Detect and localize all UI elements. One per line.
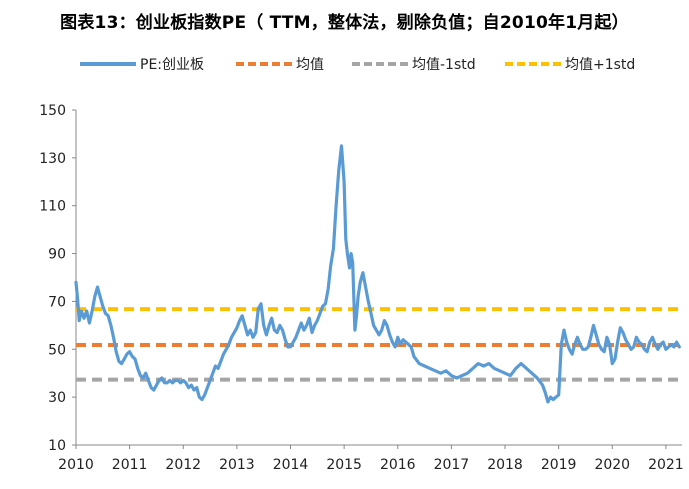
y-tick-label: 110 <box>39 199 66 215</box>
legend-swatch-pe <box>80 62 136 66</box>
legend-item-mean-minus: 均值-1std <box>352 52 476 76</box>
y-tick-label: 130 <box>39 151 66 167</box>
legend-label-pe: PE:创业板 <box>140 57 205 73</box>
x-tick-label: 2018 <box>487 457 523 473</box>
series-line-pe <box>74 144 681 404</box>
legend-swatch-mean <box>236 62 292 66</box>
x-tick-label: 2014 <box>273 457 309 473</box>
legend-swatch-mean-minus <box>352 62 408 66</box>
x-tick-label: 2019 <box>541 457 577 473</box>
x-tick-label: 2021 <box>648 457 684 473</box>
y-tick-label: 50 <box>48 342 66 358</box>
legend-swatch-mean-plus <box>505 62 561 66</box>
y-tick-label: 150 <box>39 103 66 119</box>
x-tick-label: 2017 <box>434 457 470 473</box>
legend-item-mean: 均值 <box>236 52 324 76</box>
chart-title: 图表13：创业板指数PE（ TTM，整体法，剔除负值；自2010年1月起） <box>60 13 629 33</box>
y-tick-label: 70 <box>48 294 66 310</box>
x-tick-label: 2015 <box>326 457 362 473</box>
x-tick-label: 2011 <box>112 457 148 473</box>
legend-label-mean-plus: 均值+1std <box>565 57 636 73</box>
legend-item-pe: PE:创业板 <box>80 52 204 76</box>
x-tick-label: 2010 <box>58 457 94 473</box>
legend-label-mean-minus: 均值-1std <box>412 57 476 73</box>
legend: PE:创业板 均值 均值-1std 均值+1std <box>0 52 689 76</box>
x-tick-label: 2012 <box>165 457 201 473</box>
x-tick-label: 2020 <box>594 457 630 473</box>
y-tick-label: 10 <box>48 438 66 454</box>
legend-label-mean: 均值 <box>296 57 324 73</box>
y-tick-label: 90 <box>48 247 66 263</box>
legend-item-mean-plus: 均值+1std <box>505 52 635 76</box>
x-tick-label: 2013 <box>219 457 255 473</box>
x-tick-label: 2016 <box>380 457 416 473</box>
y-tick-label: 30 <box>48 390 66 406</box>
